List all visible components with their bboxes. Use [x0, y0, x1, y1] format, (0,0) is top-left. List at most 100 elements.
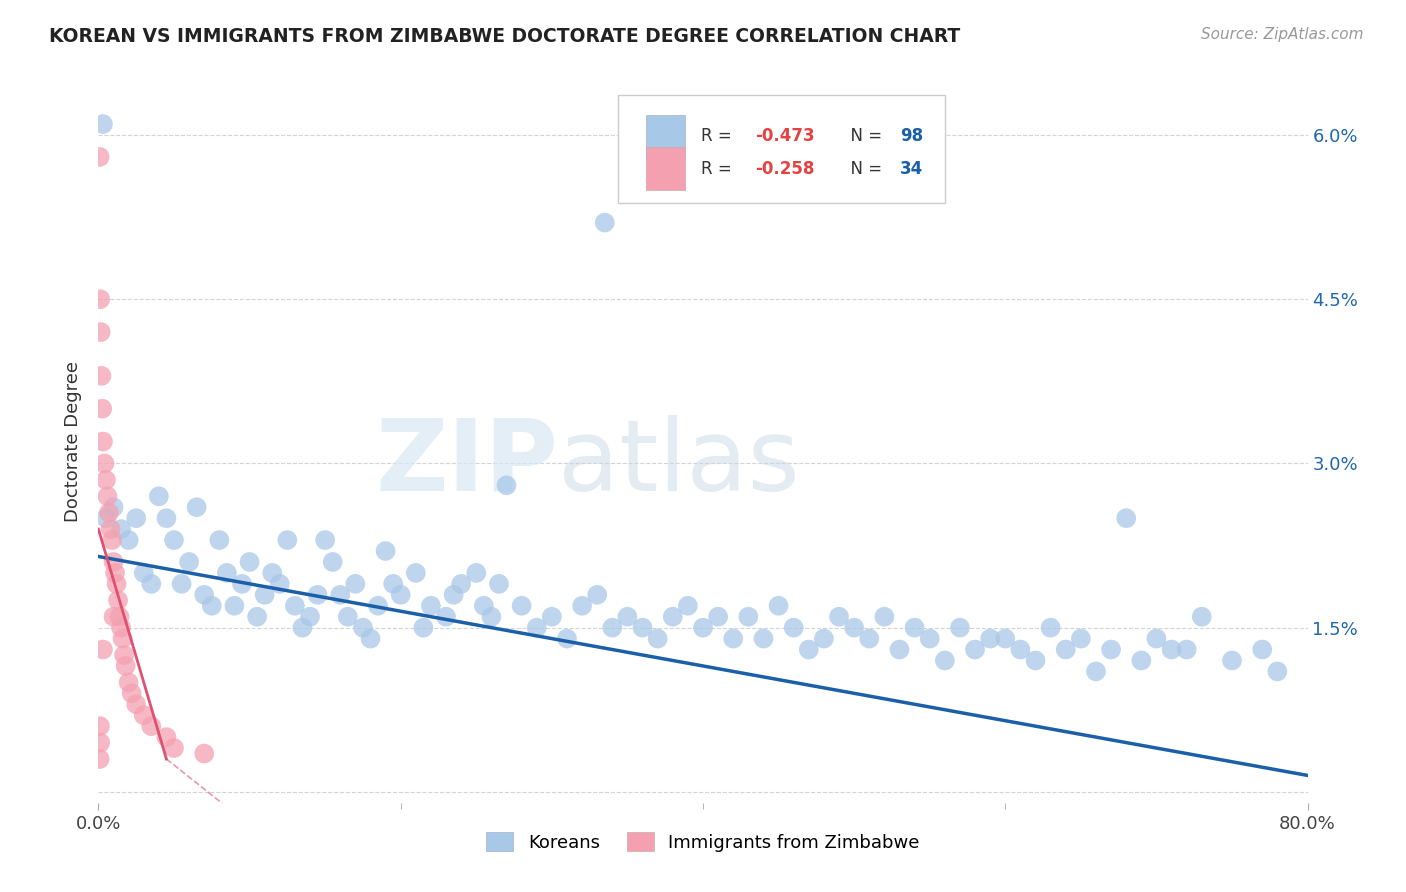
- Point: [224, 599, 246, 613]
- Point: [472, 599, 495, 613]
- Point: [112, 648, 135, 662]
- Text: R =: R =: [700, 160, 737, 178]
- Point: [1070, 632, 1092, 646]
- Point: [1160, 642, 1182, 657]
- Point: [1054, 642, 1077, 657]
- Point: [307, 588, 329, 602]
- Point: [90, 325, 112, 339]
- Point: [125, 511, 148, 525]
- Point: [141, 719, 163, 733]
- Point: [104, 566, 127, 580]
- Point: [1251, 642, 1274, 657]
- Point: [170, 577, 193, 591]
- Point: [98, 506, 121, 520]
- Point: [593, 216, 616, 230]
- Point: [797, 642, 820, 657]
- Point: [291, 621, 314, 635]
- Point: [661, 609, 683, 624]
- Point: [465, 566, 488, 580]
- Point: [374, 544, 396, 558]
- Point: [193, 747, 215, 761]
- Point: [110, 621, 132, 635]
- Point: [269, 577, 291, 591]
- Point: [231, 577, 253, 591]
- Point: [253, 588, 276, 602]
- Point: [844, 621, 866, 635]
- Point: [148, 489, 170, 503]
- Point: [382, 577, 405, 591]
- Point: [105, 577, 128, 591]
- Point: [1191, 609, 1213, 624]
- Point: [1085, 665, 1108, 679]
- Point: [284, 599, 307, 613]
- Y-axis label: Doctorate Degree: Doctorate Degree: [65, 361, 83, 522]
- Point: [108, 609, 131, 624]
- Point: [405, 566, 427, 580]
- Point: [616, 609, 638, 624]
- Point: [179, 555, 201, 569]
- Point: [412, 621, 434, 635]
- Point: [93, 457, 115, 471]
- Point: [94, 511, 117, 525]
- Point: [314, 533, 336, 547]
- Point: [1175, 642, 1198, 657]
- Point: [91, 642, 114, 657]
- Point: [163, 533, 186, 547]
- Point: [91, 117, 114, 131]
- Point: [118, 675, 141, 690]
- Point: [389, 588, 412, 602]
- Point: [276, 533, 298, 547]
- Point: [1220, 653, 1243, 667]
- Point: [1130, 653, 1153, 667]
- Point: [114, 659, 136, 673]
- Point: [768, 599, 790, 613]
- Point: [540, 609, 562, 624]
- Point: [1010, 642, 1032, 657]
- Text: KOREAN VS IMMIGRANTS FROM ZIMBABWE DOCTORATE DEGREE CORRELATION CHART: KOREAN VS IMMIGRANTS FROM ZIMBABWE DOCTO…: [49, 27, 960, 45]
- Point: [692, 621, 714, 635]
- Point: [434, 609, 457, 624]
- Point: [367, 599, 389, 613]
- Point: [91, 401, 114, 416]
- Point: [103, 555, 125, 569]
- Point: [723, 632, 745, 646]
- Point: [246, 609, 269, 624]
- Point: [262, 566, 284, 580]
- Point: [215, 566, 238, 580]
- Point: [132, 566, 155, 580]
- Point: [336, 609, 359, 624]
- Point: [488, 577, 510, 591]
- Point: [602, 621, 624, 635]
- Point: [979, 632, 1001, 646]
- Point: [904, 621, 927, 635]
- FancyBboxPatch shape: [647, 147, 685, 190]
- FancyBboxPatch shape: [647, 115, 685, 158]
- Point: [586, 588, 609, 602]
- Point: [752, 632, 775, 646]
- Point: [571, 599, 593, 613]
- Point: [481, 609, 503, 624]
- Point: [193, 588, 215, 602]
- Point: [118, 533, 141, 547]
- Point: [1146, 632, 1168, 646]
- Point: [965, 642, 987, 657]
- Point: [450, 577, 472, 591]
- Point: [89, 292, 111, 306]
- Point: [495, 478, 517, 492]
- Point: [125, 698, 148, 712]
- Text: -0.258: -0.258: [755, 160, 814, 178]
- Point: [555, 632, 578, 646]
- Point: [526, 621, 548, 635]
- Point: [420, 599, 443, 613]
- Point: [103, 609, 125, 624]
- Point: [676, 599, 699, 613]
- Point: [949, 621, 972, 635]
- Point: [100, 522, 122, 536]
- Point: [208, 533, 231, 547]
- Point: [647, 632, 669, 646]
- Text: 34: 34: [900, 160, 924, 178]
- Point: [813, 632, 835, 646]
- Point: [858, 632, 880, 646]
- Point: [344, 577, 367, 591]
- Point: [329, 588, 352, 602]
